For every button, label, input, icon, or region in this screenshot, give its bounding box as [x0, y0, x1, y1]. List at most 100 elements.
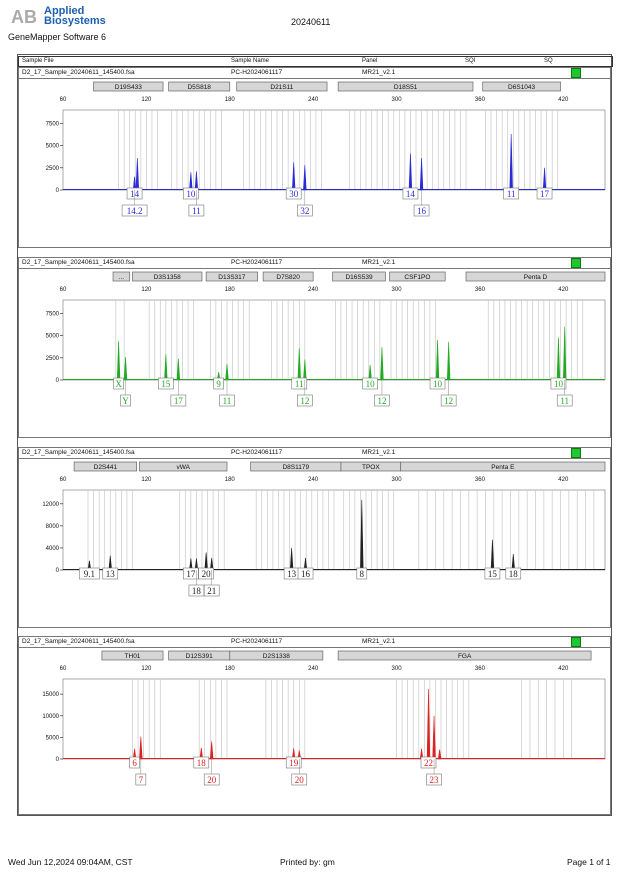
allele-label: 18 [192, 586, 202, 596]
panel-value: MR21_v2.1 [362, 259, 396, 266]
allele-box [291, 773, 308, 786]
y-tick-label: 7500 [46, 121, 60, 127]
locus-bar [337, 81, 474, 92]
allele-label: 9.1 [84, 569, 95, 579]
allele-label: 12 [444, 396, 453, 406]
brand-line-2: Biosystems [44, 15, 106, 27]
x-tick-label: 120 [141, 666, 152, 672]
x-tick-label: 60 [60, 666, 67, 672]
allele-label: 19 [289, 758, 299, 768]
sample-file-value: D2_17_Sample_20240611_145400.fsa [22, 449, 135, 456]
allele-label: 7 [139, 775, 144, 785]
allele-label: 17 [186, 569, 196, 579]
software-name: GeneMapper Software 6 [8, 32, 107, 42]
x-tick-label: 120 [141, 287, 152, 293]
y-tick-label: 0 [56, 757, 60, 763]
locus-label: TH01 [125, 653, 141, 660]
locus-bar [101, 650, 164, 661]
allele-label: 17 [174, 396, 184, 406]
locus-bar [389, 271, 446, 282]
locus-label: Penta E [491, 464, 515, 471]
allele-box [440, 394, 457, 407]
allele-box [121, 204, 148, 217]
allele-label: 32 [300, 206, 309, 216]
sq-status-indicator [571, 258, 581, 268]
locus-bar [236, 81, 328, 92]
allele-label: 11 [507, 189, 516, 199]
x-tick-label: 300 [392, 287, 403, 293]
allele-label: 13 [106, 569, 116, 579]
x-tick-label: 60 [60, 477, 67, 483]
locus-label: vWA [176, 464, 190, 471]
locus-label: CSF1PO [404, 274, 430, 281]
locus-bar [262, 271, 314, 282]
y-tick-label: 10000 [42, 714, 59, 720]
report-frame [17, 54, 612, 816]
allele-box [285, 187, 302, 200]
ab-logo-icon: AB [10, 6, 42, 26]
allele-label: 13 [287, 569, 297, 579]
sample-name-value: PC-H2024061117 [231, 259, 283, 266]
x-tick-label: 180 [225, 666, 236, 672]
locus-label: D2S1338 [263, 653, 290, 660]
plot-area [62, 299, 606, 381]
allele-box [198, 567, 214, 580]
allele-box [505, 567, 522, 580]
x-tick-label: 240 [308, 666, 319, 672]
brand-name: Applied Biosystems [44, 5, 106, 27]
panel-value: MR21_v2.1 [362, 638, 396, 645]
locus-label: Penta D [524, 274, 548, 281]
y-tick-label: 2500 [46, 166, 60, 172]
x-tick-label: 300 [392, 97, 403, 103]
allele-box [536, 187, 553, 200]
allele-box [297, 394, 313, 407]
allele-box [79, 567, 100, 580]
allele-label: 12 [300, 396, 309, 406]
sq-status-indicator [571, 448, 581, 458]
brand-line-1: Applied [44, 5, 85, 17]
x-tick-label: 180 [225, 287, 236, 293]
plot-area [62, 109, 606, 191]
allele-label: 14 [406, 189, 416, 199]
allele-box [550, 377, 567, 390]
sample-name-value: PC-H2024061117 [231, 449, 283, 456]
allele-label: 9 [216, 379, 221, 389]
col-sqi: SQI [465, 58, 476, 64]
locus-label: D19S433 [115, 84, 142, 91]
x-tick-label: 180 [225, 97, 236, 103]
x-tick-label: 420 [558, 97, 569, 103]
allele-label: 20 [295, 775, 305, 785]
allele-label: 12 [377, 396, 386, 406]
allele-box [429, 377, 446, 390]
allele-label: 8 [360, 569, 365, 579]
x-tick-label: 300 [392, 666, 403, 672]
allele-box [113, 377, 124, 390]
allele-label: 18 [509, 569, 519, 579]
locus-label: D3S1358 [154, 274, 181, 281]
allele-label: 10 [554, 379, 564, 389]
x-tick-label: 300 [392, 477, 403, 483]
sq-status-indicator [571, 68, 581, 78]
locus-bar [112, 271, 131, 282]
locus-label: D8S1179 [282, 464, 309, 471]
x-tick-label: 60 [60, 287, 67, 293]
sample-name-value: PC-H2024061117 [231, 638, 283, 645]
locus-label: D2S441 [94, 464, 118, 471]
panel-value: MR21_v2.1 [362, 449, 396, 456]
allele-label: 15 [488, 569, 498, 579]
locus-label: ... [119, 274, 125, 281]
sample-file-value: D2_17_Sample_20240611_145400.fsa [22, 259, 135, 266]
electropherogram-panel-red: D2_17_Sample_20240611_145400.fsa PC-H202… [18, 636, 611, 815]
x-tick-label: 240 [308, 97, 319, 103]
svg-text:AB: AB [11, 7, 37, 26]
locus-bar [205, 271, 258, 282]
x-tick-label: 60 [60, 97, 67, 103]
col-sq: SQ [544, 58, 553, 64]
allele-label: 6 [132, 758, 137, 768]
locus-bar [73, 461, 138, 472]
allele-box [193, 756, 210, 769]
sample-name-value: PC-H2024061117 [231, 69, 283, 76]
allele-box [413, 204, 430, 217]
allele-label: 11 [223, 396, 232, 406]
